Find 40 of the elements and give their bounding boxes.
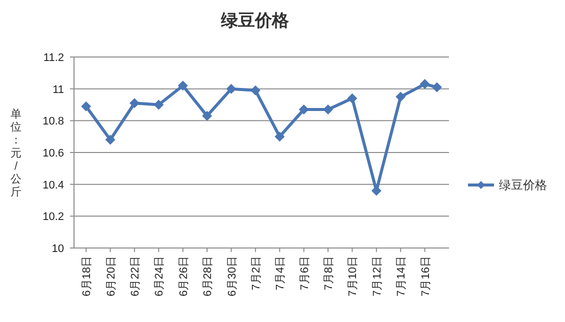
y-tick-label: 11 [52,84,64,96]
x-tick-label: 7月2日 [250,256,262,290]
x-tick-label: 6月28日 [202,256,214,296]
y-tick-label: 10 [52,243,64,255]
point [420,79,430,90]
point [226,84,236,94]
point [347,93,358,104]
point [250,85,260,96]
x-tick-label: 6月24日 [154,256,166,296]
x-tick-label: 6月26日 [178,256,190,296]
point [129,98,140,108]
x-tick-label: 6月30日 [226,256,238,296]
y-tick-label: 10.6 [42,148,64,160]
legend-label: 绿豆价格 [499,178,547,192]
chart-title: 绿豆价格 [220,11,290,30]
x-tick-label: 7月16日 [420,256,432,296]
y-tick-label: 10.4 [42,179,64,192]
point [154,100,164,110]
point [105,134,116,145]
point [202,110,212,121]
x-tick-label: 7月10日 [347,256,360,296]
y-tick-label: 11.2 [43,52,64,64]
x-tick-label: 7月6日 [298,256,311,290]
x-tick-label: 6月18日 [81,256,94,296]
x-tick-label: 7月8日 [323,256,336,290]
y-tick-label: 10.8 [42,116,64,128]
point [274,132,285,142]
point [178,80,188,91]
x-tick-label: 7月4日 [274,256,287,290]
y-axis-title: 单位：元/公斤 [10,108,22,198]
x-tick-label: 6月22日 [129,256,142,296]
x-tick-label: 7月12日 [371,256,384,296]
y-tick-label: 10.2 [42,211,64,224]
point [81,101,92,112]
point [396,92,406,102]
x-tick-label: 7月14日 [396,256,408,296]
point [298,104,309,115]
point [432,82,442,92]
x-tick-label: 6月20日 [105,256,118,296]
point [323,104,334,115]
